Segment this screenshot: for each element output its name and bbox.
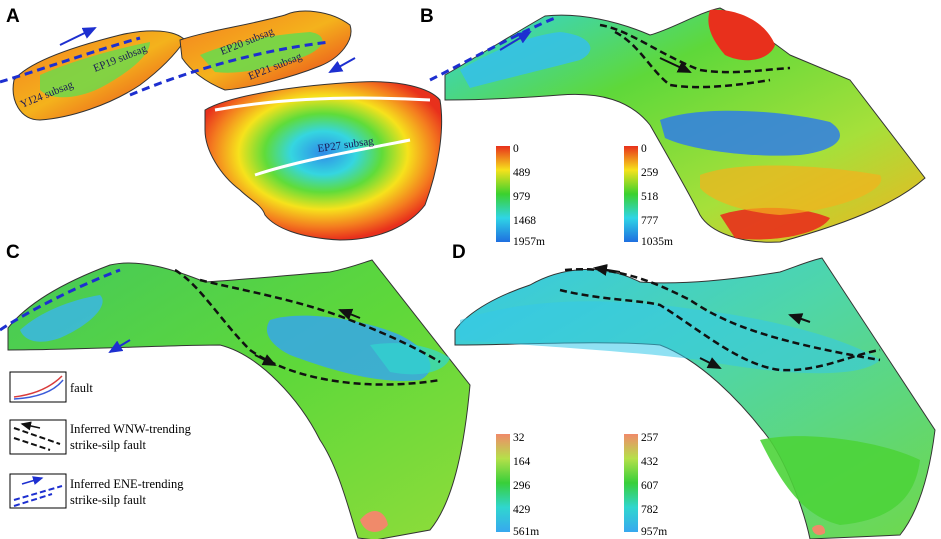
panel-letter-a: A — [6, 6, 20, 27]
colorbar-1-tick-2: 979 — [513, 191, 531, 203]
map-d-green-south — [760, 436, 920, 525]
panel-letter-b: B — [420, 6, 434, 27]
colorbar-3-tick-1: 164 — [513, 456, 531, 468]
wnw-arrow-d3 — [788, 313, 811, 325]
wnw-fault-b2 — [614, 30, 771, 89]
map-b-orange-bottom — [700, 165, 882, 215]
map-a-ep27-sag — [204, 81, 443, 241]
wnw-arrow-b — [659, 57, 692, 73]
colorbar-4: 257 432 607 782 957m — [624, 432, 667, 538]
legend-wnw-dash-1 — [13, 427, 61, 445]
colorbar-3-tick-4: 561m — [513, 526, 539, 538]
ene-arrow-b — [499, 30, 532, 51]
legend-wnw-swatch — [9, 419, 67, 455]
wnw-arrow-c1 — [338, 308, 361, 321]
fault-trace-a — [214, 96, 431, 112]
map-c-red-bottom — [360, 510, 388, 532]
colorbar-3-tick-2: 296 — [513, 480, 531, 492]
wnw-arrow-d2 — [699, 357, 722, 369]
colorbar-3-ramp — [496, 434, 510, 532]
legend-ene-label-1: Inferred ENE-trending — [70, 477, 184, 491]
map-b-red-bottom — [720, 207, 830, 240]
colorbar-1-tick-3: 1468 — [513, 215, 536, 227]
colorbar-1-ramp — [496, 146, 510, 242]
legend-wnw-label-2: strike-silp fault — [70, 438, 147, 452]
map-d-cyan-band — [460, 301, 880, 374]
panel-d: D — [452, 242, 936, 539]
legend-fault-line-blue — [13, 379, 64, 400]
ene-arrow-c — [108, 339, 131, 354]
map-b-red-top — [708, 9, 775, 61]
legend-wnw-dash-2 — [13, 437, 51, 451]
colorbar-4-tick-3: 782 — [641, 504, 659, 516]
legend-wnw-arrow — [20, 421, 41, 431]
legend-ene-arrow — [21, 476, 44, 485]
legend-ene-dash-1 — [13, 485, 63, 501]
colorbar-3-tick-3: 429 — [513, 504, 531, 516]
colorbar-3: 32 164 296 429 561m — [496, 432, 539, 538]
map-b-blue-west — [460, 32, 591, 88]
wnw-arrow-d1 — [593, 263, 621, 276]
legend-fault-swatch — [9, 371, 67, 403]
colorbar-2-tick-4: 1035m — [641, 236, 673, 248]
legend-ene-label-2: strike-silp fault — [70, 493, 147, 507]
wnw-fault-b1 — [599, 23, 791, 74]
colorbar-2-ramp — [624, 146, 638, 242]
colorbar-1: 0 489 979 1468 1957m — [496, 143, 545, 248]
panel-letter-d: D — [452, 242, 466, 263]
map-b-blue-core — [660, 110, 840, 156]
ene-arrow-a2 — [328, 57, 356, 73]
ene-fault-b — [429, 16, 556, 82]
fault-trace-a2 — [254, 138, 411, 177]
colorbar-2-tick-0: 0 — [641, 143, 647, 155]
map-c-cyan-east — [370, 343, 450, 375]
map-d-red-spot — [812, 524, 826, 536]
colorbar-2-tick-3: 777 — [641, 215, 659, 227]
colorbar-4-tick-0: 257 — [641, 432, 659, 444]
colorbar-2-tick-1: 259 — [641, 167, 659, 179]
colorbar-2-tick-2: 518 — [641, 191, 659, 203]
legend-fault-line-red — [13, 375, 63, 398]
map-a-west-sag-green — [40, 42, 150, 98]
ene-fault-a1 — [0, 36, 141, 84]
colorbar-4-tick-1: 432 — [641, 456, 659, 468]
wnw-fault-d2 — [559, 288, 881, 372]
colorbar-4-tick-4: 957m — [641, 526, 667, 538]
panel-a: YJ24 subsag EP19 subsag EP20 subsag EP21… — [0, 6, 443, 241]
colorbar-1-tick-1: 489 — [513, 167, 531, 179]
ene-arrow-a1 — [59, 27, 97, 46]
colorbar-1-tick-4: 1957m — [513, 236, 545, 248]
legend-ene-dash-2 — [13, 493, 53, 507]
panel-c: C — [0, 242, 471, 539]
colorbar-4-tick-2: 607 — [641, 480, 659, 492]
wnw-arrow-c2 — [254, 354, 277, 366]
colorbar-3-tick-0: 32 — [513, 432, 525, 444]
colorbar-2: 0 259 518 777 1035m — [624, 143, 673, 248]
panel-letter-c: C — [6, 242, 20, 263]
ene-fault-c — [0, 268, 121, 332]
legend: fault Inferred WNW-trending strike-silp … — [9, 371, 192, 509]
legend-fault-label: fault — [70, 381, 93, 395]
colorbar-1-tick-0: 0 — [513, 143, 519, 155]
map-c-blue-west — [20, 295, 103, 342]
colorbar-4-ramp — [624, 434, 638, 532]
legend-wnw-label-1: Inferred WNW-trending — [70, 422, 192, 436]
panel-b: B — [420, 6, 926, 243]
wnw-fault-d1 — [564, 268, 881, 362]
